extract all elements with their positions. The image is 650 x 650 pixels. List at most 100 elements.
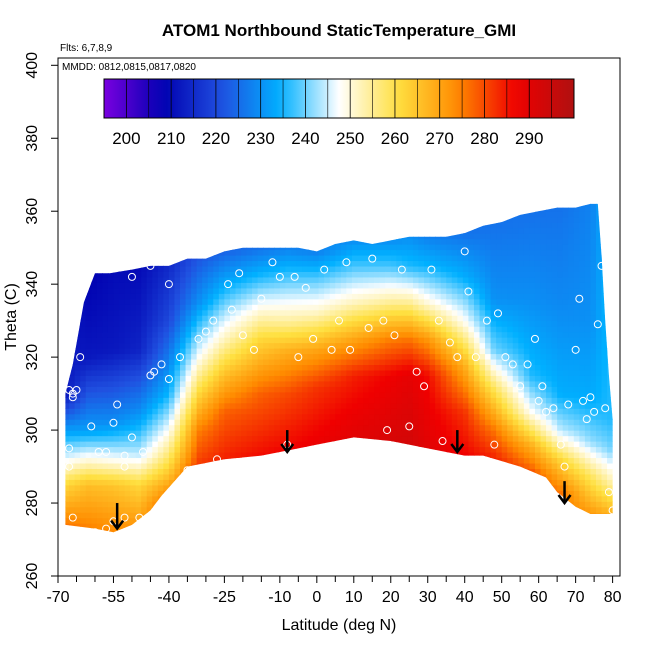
field-cell [302, 348, 309, 355]
field-cell [468, 238, 475, 245]
field-cell [313, 244, 320, 251]
field-cell [440, 358, 447, 366]
field-cell [479, 293, 486, 300]
field-cell [473, 462, 481, 469]
field-cell [152, 424, 159, 431]
field-cell [302, 364, 309, 371]
field-cell [285, 358, 292, 366]
field-cell [207, 353, 214, 360]
field-cell [130, 413, 137, 420]
field-cell [96, 506, 103, 513]
field-cell [274, 244, 281, 251]
field-cell [218, 304, 225, 311]
field-cell [180, 216, 187, 223]
field-cell [374, 413, 381, 420]
field-cell [379, 353, 386, 360]
field-cell [152, 331, 159, 338]
field-cell [130, 369, 137, 376]
field-cell [113, 244, 120, 251]
field-cell [485, 386, 492, 393]
field-cell [146, 446, 153, 453]
field-cell [440, 203, 447, 207]
field-cell [218, 380, 225, 387]
field-cell [124, 386, 131, 393]
field-cell [58, 266, 64, 272]
field-cell [174, 473, 181, 480]
field-cell [119, 222, 126, 229]
field-cell [357, 523, 364, 530]
field-cell [296, 309, 303, 316]
field-cell [290, 265, 298, 272]
field-cell [113, 451, 120, 459]
field-cell [479, 315, 486, 322]
field-cell [235, 276, 242, 283]
field-cell [180, 375, 187, 382]
field-cell [235, 238, 242, 245]
field-cell [246, 479, 253, 486]
field-cell [446, 473, 453, 480]
field-cell [113, 534, 119, 540]
field-cell [113, 211, 120, 218]
field-cell [241, 233, 248, 240]
field-cell [363, 413, 370, 420]
field-cell [163, 495, 170, 502]
field-cell [168, 479, 176, 486]
field-cell [146, 216, 153, 223]
field-cell [168, 348, 176, 355]
field-cell [152, 484, 159, 491]
field-cell [462, 309, 470, 316]
field-cell [157, 380, 164, 387]
field-cell [163, 386, 170, 393]
field-cell [412, 287, 420, 294]
field-cell [401, 528, 409, 533]
field-cell [396, 413, 403, 420]
field-cell [396, 309, 403, 316]
field-cell [279, 419, 286, 426]
field-cell [279, 249, 286, 256]
field-cell [440, 446, 447, 453]
field-cell [241, 457, 248, 464]
field-cell [146, 528, 153, 533]
field-cell [490, 512, 497, 519]
field-cell [257, 408, 264, 415]
field-cell [185, 287, 192, 294]
field-cell [96, 315, 103, 322]
field-cell [290, 369, 298, 376]
field-cell [313, 501, 320, 508]
field-cell [235, 227, 242, 234]
field-cell [207, 402, 214, 409]
field-cell [80, 195, 86, 201]
field-cell [351, 238, 359, 245]
field-cell [230, 534, 236, 540]
field-cell [335, 413, 342, 420]
field-cell [146, 402, 153, 409]
field-cell [207, 216, 214, 223]
field-cell [463, 534, 469, 540]
field-cell [124, 358, 131, 366]
field-cell [324, 534, 330, 540]
field-cell [424, 348, 431, 355]
field-cell [65, 320, 70, 327]
field-cell [124, 391, 131, 398]
field-cell [429, 298, 436, 305]
field-cell [307, 265, 314, 272]
field-cell [485, 265, 492, 272]
field-cell [379, 254, 386, 262]
field-cell [96, 282, 103, 289]
field-cell [163, 276, 170, 283]
field-cell [279, 490, 286, 497]
field-cell [457, 413, 464, 420]
field-cell [440, 260, 447, 267]
field-cell [290, 517, 298, 524]
field-cell [412, 265, 420, 272]
field-cell [207, 238, 214, 245]
field-cell [479, 484, 486, 491]
field-cell [346, 386, 353, 393]
field-cell [385, 216, 392, 223]
field-cell [224, 358, 231, 366]
field-cell [407, 364, 414, 371]
field-cell [363, 293, 370, 300]
field-cell [440, 369, 447, 376]
field-cell [74, 348, 81, 355]
field-cell [274, 506, 281, 513]
